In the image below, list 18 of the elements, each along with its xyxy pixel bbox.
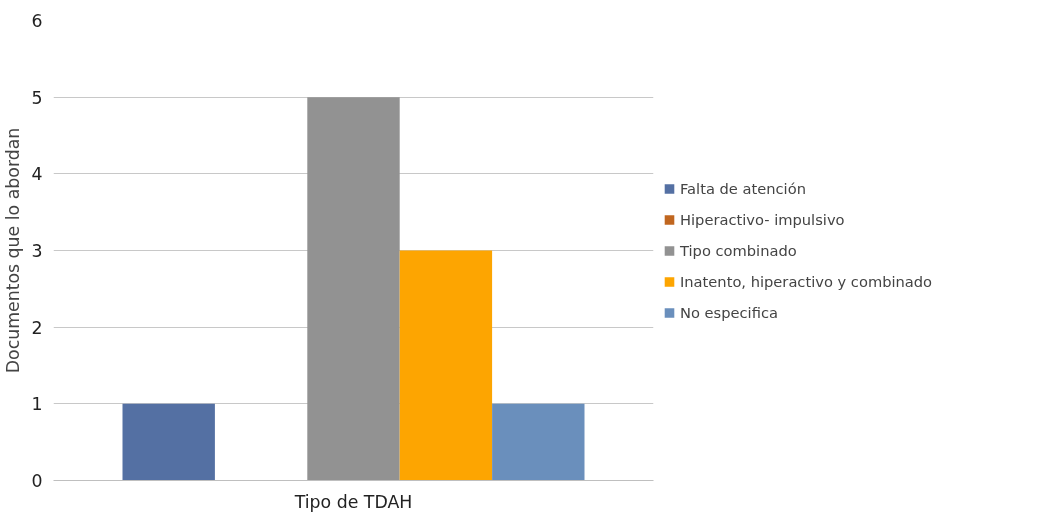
bar	[492, 403, 585, 481]
legend-label: Inatento, hiperactivo y combinado	[680, 272, 933, 290]
bar	[307, 97, 400, 481]
y-tick-label: 6	[31, 11, 43, 31]
y-tick-label: 1	[31, 394, 43, 415]
y-tick-label: 5	[31, 87, 43, 108]
legend-label: No especifica	[680, 303, 778, 321]
y-tick-label: 4	[31, 164, 43, 185]
x-tick-label: Tipo de TDAH	[293, 491, 413, 512]
legend-label: Falta de atención	[680, 179, 806, 197]
y-tick-label: 2	[31, 317, 43, 338]
legend-label: Tipo combinado	[680, 241, 797, 259]
y-tick-label: 0	[31, 471, 43, 491]
bar	[399, 250, 493, 481]
y-axis-title: Documentos que lo abordan	[3, 127, 24, 374]
y-tick-label: 3	[31, 241, 43, 261]
legend-label: Hiperactivo- impulsivo	[680, 210, 845, 228]
bar	[122, 403, 215, 481]
